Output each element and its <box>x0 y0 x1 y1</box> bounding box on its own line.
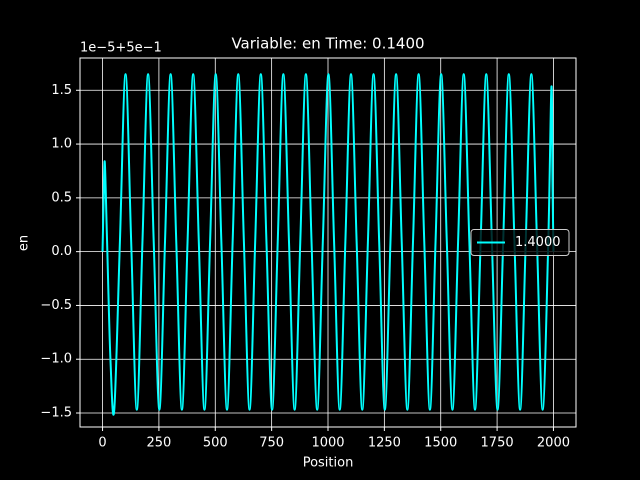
x-tick-label: 250 <box>146 436 171 451</box>
y-tick-label: 0.0 <box>51 244 72 259</box>
x-tick-label: 2000 <box>537 436 570 451</box>
y-tick-label: 0.5 <box>51 190 72 205</box>
x-tick-label: 500 <box>203 436 228 451</box>
y-tick-label: 1.5 <box>51 83 72 98</box>
x-tick-label: 1250 <box>368 436 401 451</box>
x-tick-label: 750 <box>259 436 284 451</box>
y-tick-label: −1.0 <box>40 352 72 367</box>
y-tick-label: −0.5 <box>40 298 72 313</box>
x-tick-label: 0 <box>98 436 106 451</box>
legend-box <box>470 229 570 256</box>
legend-label: 1.4000 <box>515 235 561 250</box>
chart-title: Variable: en Time: 0.1400 <box>231 35 424 53</box>
y-tick-label: −1.5 <box>40 406 72 421</box>
x-tick-label: 1000 <box>311 436 344 451</box>
y-axis-label: en <box>17 235 32 251</box>
offset-label: 1e−5+5e−1 <box>80 41 162 56</box>
series-line <box>101 73 555 416</box>
x-axis-label: Position <box>303 456 354 471</box>
x-tick-label: 1500 <box>424 436 457 451</box>
x-tick-label: 1750 <box>481 436 514 451</box>
y-tick-label: 1.0 <box>51 137 72 152</box>
plot-frame <box>79 57 577 428</box>
